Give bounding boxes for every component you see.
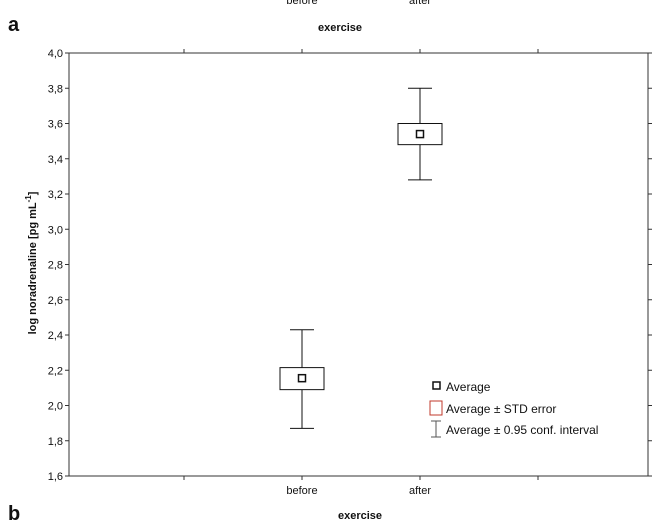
series-before [279, 329, 325, 429]
x-tick-label-before: before [286, 485, 317, 497]
y-tick-label-8: 3,2 [48, 189, 63, 201]
y-tick-label-10: 3,6 [48, 119, 63, 131]
mean-marker-before [297, 373, 307, 383]
x-tick-label-after: after [409, 485, 431, 497]
legend-average-label: Average [446, 380, 491, 394]
y-tick-label-11: 3,8 [48, 83, 63, 95]
next-panel-x-axis-title: exercise [338, 510, 382, 522]
legend-se-box [429, 400, 443, 416]
y-axis-title-main: log noradrenaline [pg mL [27, 202, 39, 334]
plot-frame [68, 52, 649, 477]
y-tick-label-4: 2,4 [48, 330, 63, 342]
y-tick-label-12: 4,0 [48, 48, 63, 60]
legend-se-label: Average ± STD error [446, 402, 556, 416]
legend-ci-label: Average ± 0.95 conf. interval [446, 423, 598, 437]
y-tick-label-3: 2,2 [48, 365, 63, 377]
y-tick-label-0: 1,6 [48, 471, 63, 483]
y-tick-label-1: 1,8 [48, 436, 63, 448]
panel-label-b: b [8, 503, 20, 522]
y-tick-label-9: 3,4 [48, 154, 63, 166]
panel-label-a: a [8, 14, 20, 36]
previous-panel-tick-before: before [286, 0, 317, 7]
previous-panel-tick-after: after [409, 0, 431, 7]
y-tick-label-2: 2,0 [48, 401, 63, 413]
y-axis-title-close: ] [27, 191, 39, 195]
y-axis: 1,6 1,8 2,0 2,2 2,4 2,6 2,8 3,0 3,2 3,4 3,6 3,8 4,0 [48, 48, 652, 483]
legend-ci-whisker [431, 420, 441, 438]
y-tick-label-6: 2,8 [48, 260, 63, 272]
y-tick-label-5: 2,6 [48, 295, 63, 307]
mean-marker-after [415, 129, 425, 139]
y-tick-label-7: 3,0 [48, 224, 63, 236]
legend: Average Average ± STD error Average ± 0.… [429, 380, 598, 438]
series-group [279, 87, 443, 429]
series-after [397, 87, 443, 181]
y-axis-title-superscript: -1 [24, 195, 33, 203]
legend-average-marker [432, 381, 441, 390]
y-axis-title: log noradrenaline [pg mL-1] [24, 191, 39, 334]
previous-panel-tick-labels: before after [286, 0, 431, 7]
x-axis: before after [183, 49, 539, 497]
previous-panel-x-axis-title: exercise [318, 22, 362, 34]
